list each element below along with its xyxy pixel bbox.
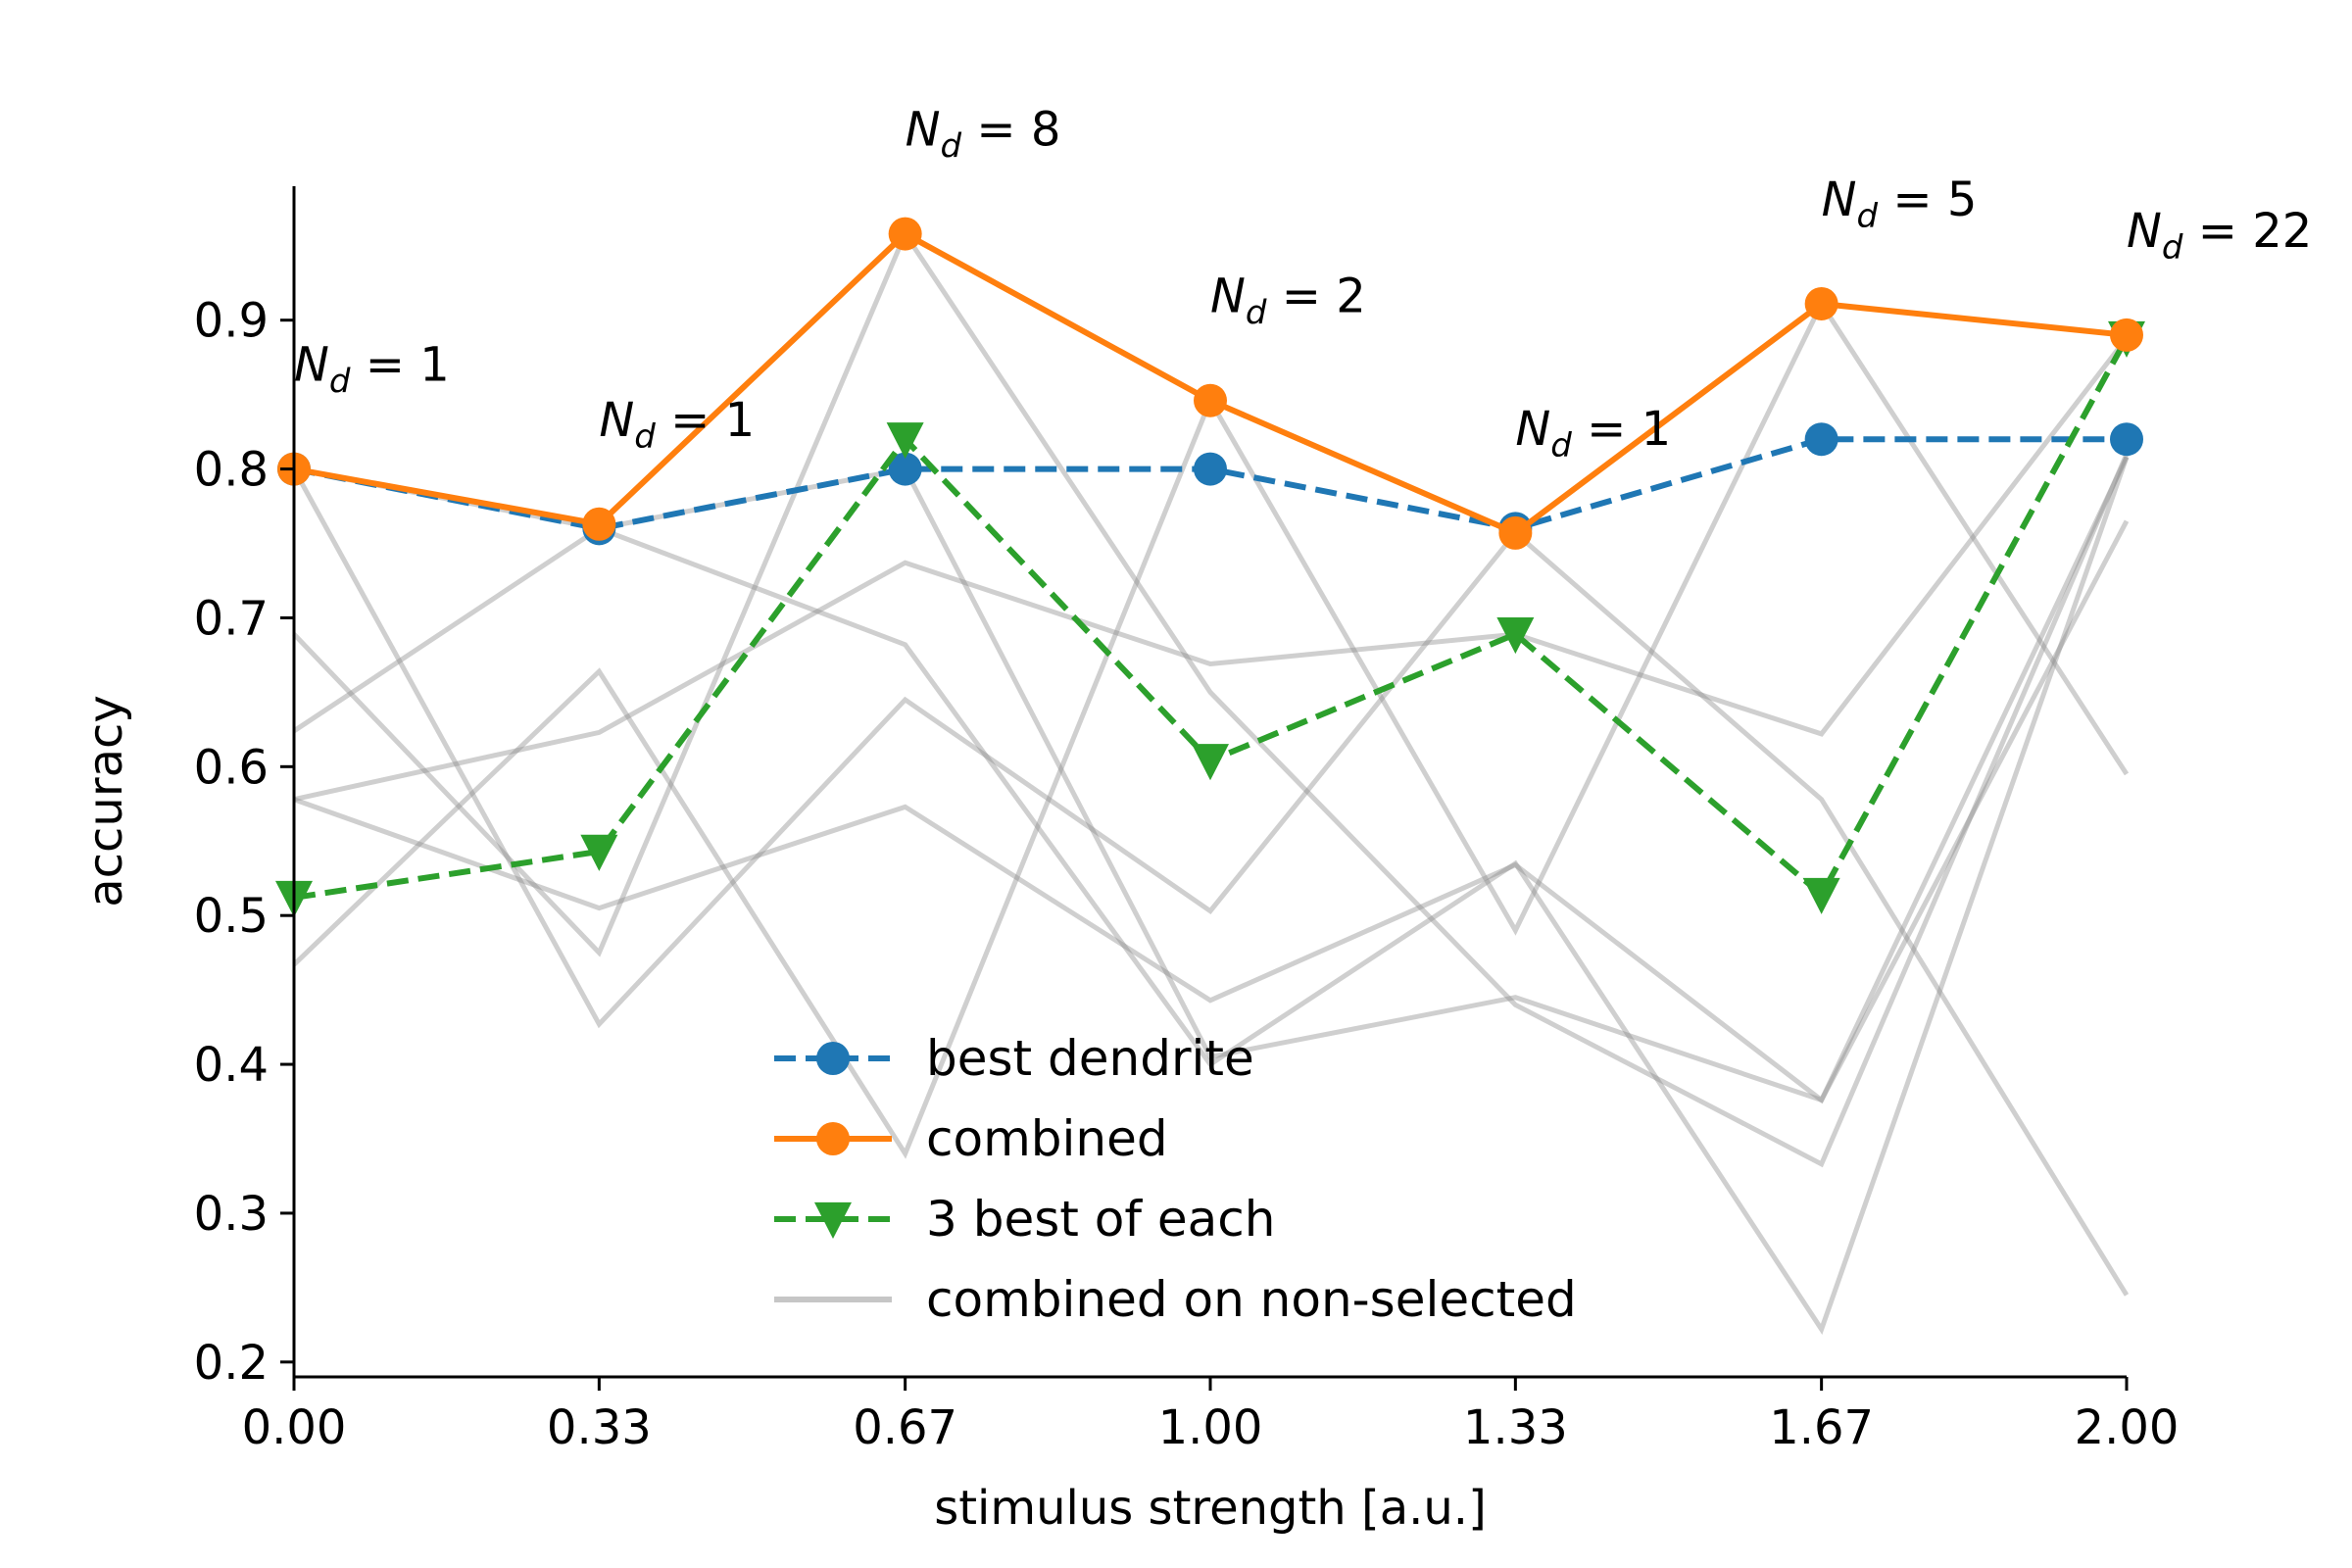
series-best-dendrite: [277, 422, 2143, 546]
background-line-6: [293, 336, 2129, 803]
y-tick-label: 0.2: [194, 1336, 269, 1391]
y-tick-label: 0.7: [194, 591, 269, 646]
series-line: [293, 336, 2130, 901]
legend-item-3-best-of-each: 3 best of each: [774, 1191, 1275, 1248]
series-lines-group: [275, 217, 2145, 917]
background-line-2: [292, 228, 2130, 1168]
background-line-7: [293, 466, 2130, 1103]
data-point: [580, 834, 618, 871]
data-point: [888, 452, 922, 486]
axes-group: 0.00 0.33 0.67 1.00 1.33 1.67 2.00 0.2 0.3 0.4 0.5…: [78, 186, 2179, 1536]
legend-label: best dendrite: [926, 1030, 1254, 1087]
data-point: [582, 507, 616, 541]
legend-item-best-dendrite: best dendrite: [774, 1030, 1254, 1087]
data-point: [1498, 515, 1533, 550]
x-tick-label: 1.33: [1463, 1400, 1568, 1455]
annotation-label: Nd = 1: [294, 338, 450, 402]
x-tick-label: 1.67: [1769, 1400, 1874, 1455]
y-tick-label: 0.4: [194, 1038, 269, 1093]
annotation-label: Nd = 1: [599, 393, 755, 457]
background-line-5: [292, 298, 2130, 1159]
annotation-label: Nd = 2: [1210, 270, 1366, 333]
legend: best dendrite combined 3 best of each combi…: [774, 1030, 1577, 1328]
data-point: [1194, 452, 1227, 486]
background-line-1: [291, 467, 2130, 1297]
y-tick-label: 0.6: [194, 740, 269, 795]
annotation-label: Nd = 1: [1515, 402, 1671, 466]
annotation-label: Nd = 8: [906, 103, 1061, 167]
data-point: [1802, 877, 1840, 914]
data-point: [1496, 617, 1535, 655]
x-tick-label: 2.00: [2075, 1400, 2180, 1455]
annotation-label: Nd = 22: [2127, 204, 2312, 268]
legend-label: combined: [926, 1110, 1168, 1167]
legend-label: combined on non-selected: [926, 1271, 1577, 1328]
x-tick-label: 1.00: [1158, 1400, 1263, 1455]
x-tick-label: 0.00: [242, 1400, 347, 1455]
data-point: [886, 422, 924, 460]
y-axis-label: accuracy: [78, 695, 133, 907]
x-tick-label: 0.67: [853, 1400, 957, 1455]
y-tick-label: 0.9: [194, 294, 269, 349]
data-point: [1804, 286, 1838, 320]
series-combined: [277, 217, 2143, 550]
legend-marker: [816, 1042, 850, 1075]
y-tick-label: 0.8: [194, 443, 269, 498]
legend-item-combined-on-non-selected: combined on non-selected: [774, 1271, 1577, 1328]
data-point: [2110, 318, 2143, 352]
legend-item-combined: combined: [774, 1110, 1168, 1167]
data-point: [1804, 422, 1838, 457]
x-tick-label: 0.33: [547, 1400, 652, 1455]
data-point: [1194, 383, 1227, 417]
annotation-label: Nd = 5: [1822, 172, 1978, 236]
data-point: [888, 217, 922, 251]
data-point: [1192, 744, 1229, 781]
annotations-group: Nd = 1 Nd = 1 Nd = 8 Nd = 2 Nd = 1 Nd = 5 Nd =…: [294, 103, 2312, 466]
legend-label: 3 best of each: [926, 1191, 1275, 1248]
y-tick-label: 0.5: [194, 889, 269, 944]
data-point: [2110, 422, 2143, 457]
legend-marker: [816, 1122, 850, 1155]
x-axis-label: stimulus strength [a.u.]: [934, 1481, 1487, 1536]
legend-marker: [814, 1201, 852, 1239]
background-line-4: [293, 456, 2130, 1104]
y-tick-label: 0.3: [194, 1187, 269, 1242]
